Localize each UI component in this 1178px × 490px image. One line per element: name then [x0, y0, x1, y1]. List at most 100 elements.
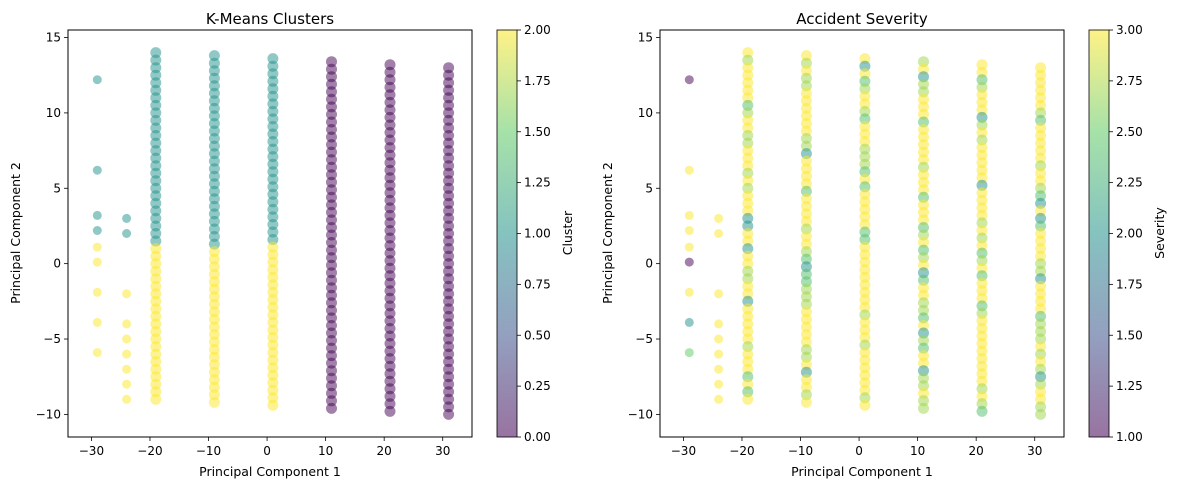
scatter-point	[443, 408, 455, 420]
scatter-point	[918, 274, 929, 286]
scatter-point	[714, 289, 724, 299]
scatter-point	[208, 193, 220, 205]
scatter-point	[742, 318, 754, 330]
scatter-point	[150, 333, 162, 345]
colorbar-tick-label: 1.75	[1116, 277, 1143, 291]
scatter-point	[443, 295, 455, 307]
scatter-point	[800, 170, 812, 182]
x-tick-label: −10	[196, 444, 221, 458]
scatter-point	[800, 133, 812, 144]
scatter-point	[326, 176, 337, 188]
scatter-point	[859, 316, 871, 328]
scatter-point	[684, 242, 694, 252]
scatter-point	[800, 231, 812, 242]
scatter-point	[267, 136, 279, 147]
scatter-point	[92, 75, 102, 85]
scatter-point	[122, 349, 132, 359]
scatter-point	[384, 217, 396, 229]
colorbar-tick-label: 1.50	[524, 125, 551, 139]
scatter-point	[384, 405, 396, 417]
chart-accident-severity: Accident Severity −30 −20 −10 0 10 20 30 −10 −5…	[600, 10, 1167, 479]
scatter-point	[714, 394, 724, 404]
scatter-point	[326, 274, 337, 286]
scatter-point	[859, 234, 871, 245]
y-axis-label: Principal Component 2	[600, 162, 615, 304]
colorbar-ticks: 1.00 1.25 1.50 1.75 2.00 2.25 2.50 2.75 3.00	[1109, 23, 1143, 444]
scatter-point	[800, 298, 812, 310]
scatter-point	[384, 194, 396, 206]
scatter-point	[742, 393, 754, 405]
scatter-point	[384, 277, 396, 289]
scatter-point	[267, 68, 279, 80]
scatter-point	[122, 319, 132, 329]
y-tick-label: 10	[46, 106, 61, 120]
scatter-point	[714, 364, 724, 374]
y-tick-label: 5	[53, 181, 61, 195]
colorbar-tick-label: 0.25	[524, 379, 551, 393]
scatter-point	[976, 398, 988, 410]
scatter-point	[742, 190, 754, 202]
scatter-point	[859, 211, 871, 223]
scatter-point	[384, 134, 396, 146]
scatter-point	[976, 375, 988, 387]
scatter-point	[859, 136, 871, 147]
scatter-point	[267, 151, 279, 163]
x-tick-label: −30	[79, 444, 104, 458]
scatter-point	[326, 108, 337, 120]
y-tick-label: −5	[43, 332, 61, 346]
scatter-point	[976, 149, 988, 161]
scatter-point	[800, 95, 812, 107]
scatter-point	[384, 292, 396, 304]
points-layer	[92, 47, 455, 420]
scatter-point	[859, 173, 871, 185]
scatter-point	[267, 53, 279, 65]
scatter-point	[918, 131, 929, 143]
scatter-point	[976, 111, 988, 123]
scatter-point	[92, 287, 102, 297]
scatter-point	[918, 312, 929, 324]
scatter-point	[1035, 69, 1047, 81]
colorbar-tick-label: 1.00	[524, 227, 551, 241]
colorbar-gradient	[497, 30, 517, 437]
scatter-point	[208, 313, 220, 325]
scatter-point	[800, 374, 812, 386]
scatter-point	[859, 339, 871, 351]
scatter-point	[150, 114, 162, 126]
scatter-point	[267, 234, 279, 245]
scatter-point	[208, 253, 220, 265]
scatter-point	[384, 89, 396, 101]
y-tick-label: 10	[638, 106, 653, 120]
scatter-point	[326, 395, 337, 407]
scatter-point	[918, 191, 929, 203]
scatter-point	[326, 357, 337, 369]
x-tick-label: −30	[671, 444, 696, 458]
scatter-point	[122, 213, 132, 223]
y-tick-label: 15	[638, 31, 653, 45]
scatter-point	[384, 149, 396, 161]
scatter-point	[859, 196, 871, 208]
scatter-point	[859, 256, 871, 268]
scatter-point	[976, 232, 988, 244]
scatter-point	[976, 292, 988, 304]
scatter-point	[859, 68, 871, 80]
scatter-point	[384, 232, 396, 244]
scatter-point	[800, 276, 812, 288]
scatter-point	[976, 315, 988, 327]
scatter-point	[742, 235, 754, 247]
scatter-point	[800, 155, 812, 167]
scatter-point	[976, 277, 988, 289]
scatter-point	[1035, 212, 1047, 224]
y-tick-label: 5	[645, 181, 653, 195]
scatter-point	[326, 237, 337, 248]
scatter-point	[1035, 175, 1047, 187]
x-tick-label: −20	[729, 444, 754, 458]
colorbar: 0.00 0.25 0.50 0.75 1.00 1.25 1.50 1.75 2.00 Clu…	[496, 23, 575, 444]
scatter-point	[742, 114, 754, 126]
scatter-point	[326, 297, 337, 309]
scatter-point	[122, 334, 132, 344]
scatter-point	[208, 276, 220, 288]
scatter-point	[267, 196, 279, 208]
plot-frame	[659, 29, 1065, 438]
scatter-point	[326, 252, 337, 264]
